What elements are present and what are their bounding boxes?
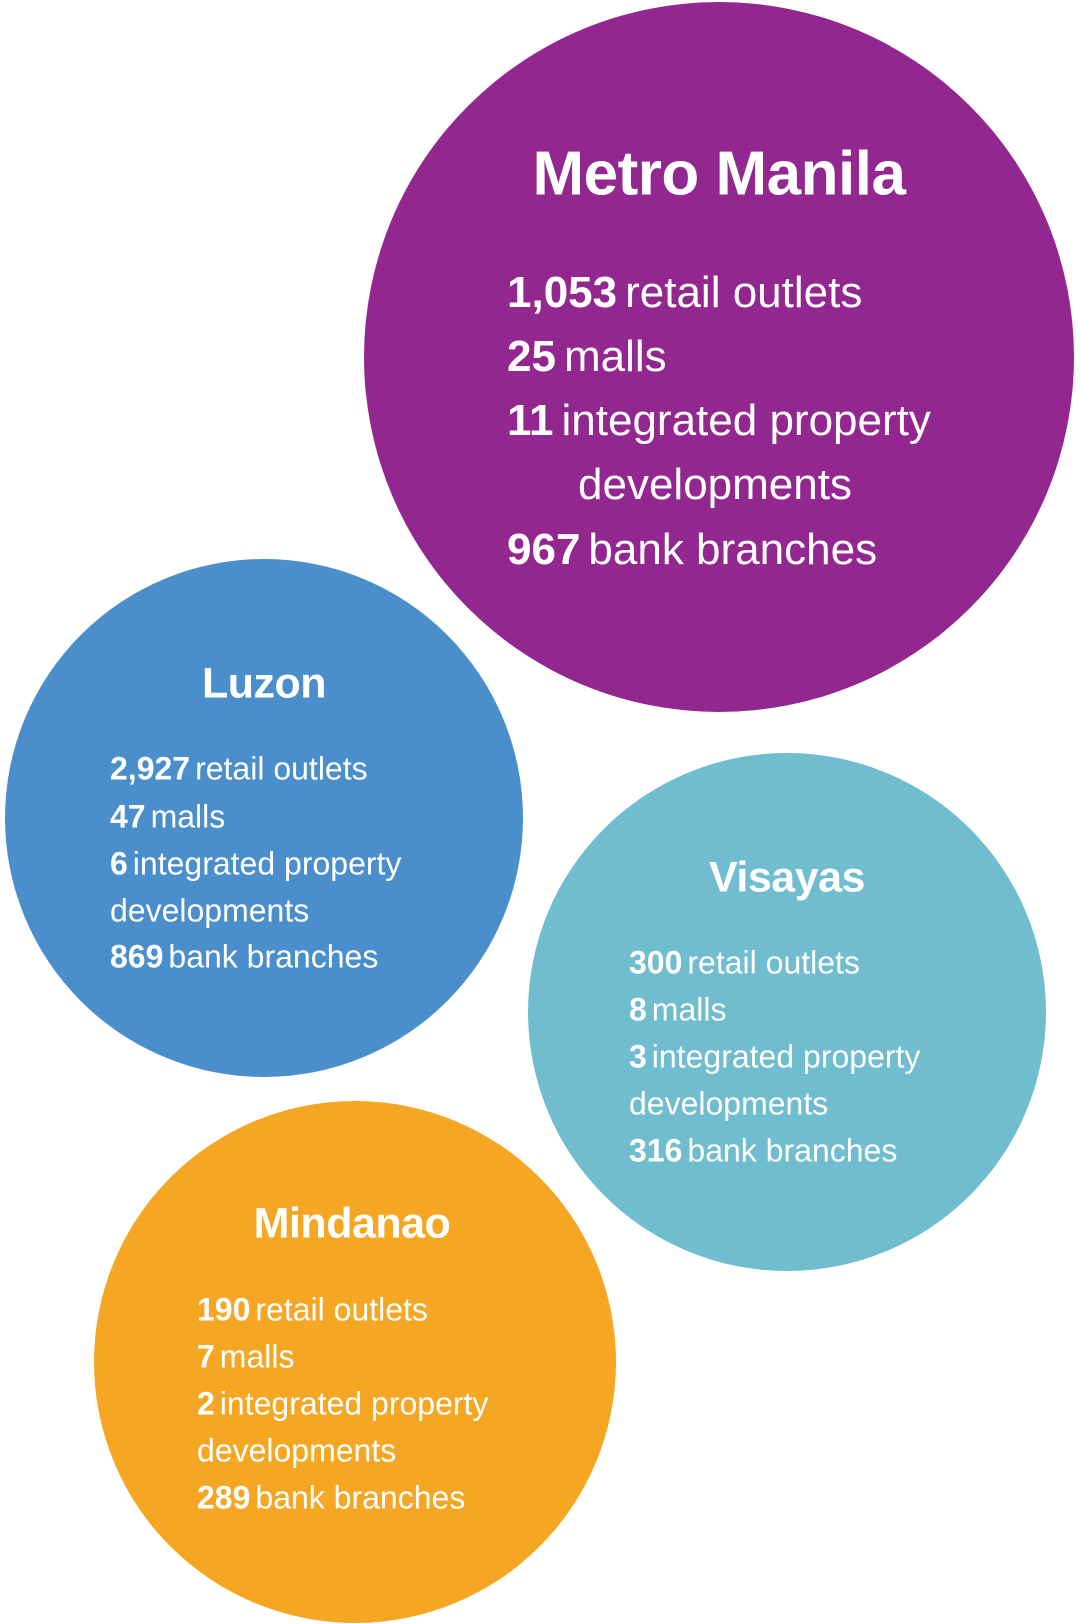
stat-ipd-cont: developments xyxy=(197,1432,397,1469)
stat-value: 2 xyxy=(197,1385,215,1422)
stat-label: integrated property xyxy=(219,1385,489,1422)
stat-value: 869 xyxy=(110,938,164,975)
stat-label: malls xyxy=(563,332,667,381)
stat-label: retail outlets xyxy=(687,944,860,981)
stat-value: 11 xyxy=(507,396,554,445)
stat-malls: 25 malls xyxy=(507,332,667,382)
region-title: Luzon xyxy=(201,659,327,708)
stat-label: integrated property xyxy=(561,396,931,445)
stat-label: integrated property xyxy=(651,1038,921,1075)
stat-retail: 190 retail outlets xyxy=(197,1292,428,1329)
luzon-circle xyxy=(5,559,523,1077)
stat-ipd: 11 integrated property xyxy=(507,396,931,446)
region-title: Visayas xyxy=(709,853,865,902)
stat-ipd-cont: developments xyxy=(110,892,310,929)
stat-label: malls xyxy=(150,798,226,835)
stat-label: bank branches xyxy=(168,938,379,975)
stat-value: 8 xyxy=(629,991,647,1028)
stat-ipd: 3 integrated property xyxy=(629,1039,920,1076)
stat-value: 289 xyxy=(197,1479,251,1516)
stat-value: 967 xyxy=(507,525,581,574)
stat-label: malls xyxy=(219,1338,295,1375)
stat-value: 300 xyxy=(629,944,683,981)
metro-manila-circle xyxy=(364,2,1074,712)
stat-retail: 300 retail outlets xyxy=(629,945,860,982)
stat-ipd-cont: developments xyxy=(578,460,852,509)
stat-label: bank branches xyxy=(687,1132,898,1169)
stat-bank: 967 bank branches xyxy=(507,525,877,575)
stat-ipd-cont: developments xyxy=(629,1085,829,1122)
region-title: Metro Manila xyxy=(532,139,906,209)
stat-value: 25 xyxy=(507,332,556,381)
stat-malls: 7 malls xyxy=(197,1339,294,1376)
stat-label: integrated property xyxy=(132,845,402,882)
stat-ipd: 6 integrated property xyxy=(110,846,401,883)
stat-value: 3 xyxy=(629,1038,647,1075)
stat-value: 6 xyxy=(110,845,128,882)
stat-label: malls xyxy=(651,991,727,1028)
stat-label: retail outlets xyxy=(625,268,863,317)
stat-bank: 869 bank branches xyxy=(110,939,378,976)
stat-value: 7 xyxy=(197,1338,215,1375)
stat-retail: 1,053 retail outlets xyxy=(507,268,862,318)
region-title: Mindanao xyxy=(253,1199,451,1248)
mindanao-circle xyxy=(94,1101,616,1623)
stat-label: bank branches xyxy=(255,1479,466,1516)
stat-malls: 47 malls xyxy=(110,799,225,836)
stat-value: 190 xyxy=(197,1291,251,1328)
stat-bank: 316 bank branches xyxy=(629,1133,897,1170)
stat-value: 316 xyxy=(629,1132,683,1169)
stat-retail: 2,927 retail outlets xyxy=(110,751,368,788)
stat-label: retail outlets xyxy=(255,1291,428,1328)
stat-value: 47 xyxy=(110,798,146,835)
stat-label: retail outlets xyxy=(195,750,368,787)
stat-ipd: 2 integrated property xyxy=(197,1386,488,1423)
stat-value: 1,053 xyxy=(507,268,618,317)
stat-value: 2,927 xyxy=(110,750,191,787)
stat-malls: 8 malls xyxy=(629,992,726,1029)
stat-bank: 289 bank branches xyxy=(197,1480,465,1517)
stat-label: bank branches xyxy=(588,525,878,574)
visayas-circle xyxy=(528,753,1046,1271)
